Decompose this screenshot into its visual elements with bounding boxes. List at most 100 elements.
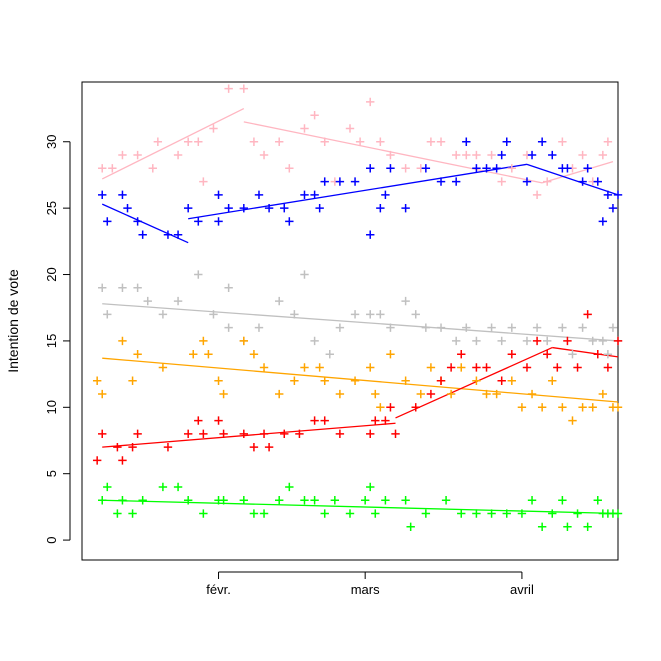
data-point [325,349,334,359]
data-point [462,323,471,332]
data-point [563,164,572,173]
data-point [183,429,193,439]
data-point [527,496,537,505]
data-point [583,164,592,173]
data-point [543,349,552,359]
data-point [173,296,183,306]
data-point [507,164,517,173]
data-point [204,349,213,359]
data-point [436,177,446,186]
data-point [492,164,501,173]
data-point [573,509,582,518]
data-point [194,270,203,279]
data-point [138,230,147,239]
data-point [527,150,537,160]
data-point [320,177,329,186]
data-point [123,203,132,213]
data-point [290,310,299,319]
data-point [310,190,319,200]
data-point [300,496,309,505]
data-point [254,190,264,200]
data-point [522,177,532,186]
data-point [487,509,496,518]
data-point [335,429,345,439]
data-point [386,349,395,359]
data-point [563,522,572,532]
data-point [406,522,415,532]
data-point [315,203,324,213]
data-point [239,496,249,505]
data-point [563,336,572,346]
data-point [376,203,385,213]
data-point [381,416,390,425]
data-point [158,482,168,492]
data-point [264,442,274,452]
data-point [199,509,208,518]
data-point [578,323,587,332]
data-point [583,310,592,319]
data-point [487,150,496,160]
data-point [366,230,375,239]
data-point [376,403,385,412]
y-axis: 0 5 10 15 20 25 30 [44,135,71,544]
data-point [280,203,289,213]
data-point [158,310,168,319]
data-point [345,509,355,518]
data-point [366,164,375,173]
trend-line [101,107,245,180]
trend-line [102,499,619,515]
y-tick-label: 30 [44,135,59,149]
data-point [548,376,557,385]
data-point [593,496,602,505]
data-point [578,403,587,412]
data-point [295,429,304,439]
data-point [103,310,112,319]
data-point [98,283,107,293]
data-point [543,336,552,346]
data-point [593,177,602,186]
data-point [128,442,137,452]
data-point [219,496,228,505]
data-point [472,376,481,385]
data-point [568,349,577,359]
data-point [598,336,608,346]
data-point [183,137,193,146]
data-point [118,336,127,346]
data-point [421,509,431,518]
data-point [214,376,223,385]
data-points [92,84,623,532]
data-point [239,429,249,439]
data-point [320,509,329,518]
data-point [259,363,269,372]
data-point [376,310,385,319]
data-point [517,403,527,412]
data-point [371,509,380,518]
data-point [573,363,582,372]
data-point [366,482,375,492]
data-point [113,509,122,518]
data-point [457,363,466,372]
data-point [568,416,577,425]
data-point [436,376,446,385]
data-point [92,456,102,465]
data-point [472,336,481,346]
data-point [426,389,436,399]
data-point [219,389,228,399]
data-point [345,124,355,133]
data-point [593,349,602,359]
data-point [588,403,597,412]
data-point [183,496,193,505]
data-point [446,389,456,399]
data-point [224,283,233,293]
data-point [153,137,163,146]
data-point [603,363,613,372]
data-point [426,137,436,146]
data-point [350,177,360,186]
plot-frame [81,81,619,561]
data-point [366,310,375,319]
data-point [608,323,618,332]
data-point [421,164,431,173]
data-point [285,164,294,173]
trend-line [552,346,619,358]
